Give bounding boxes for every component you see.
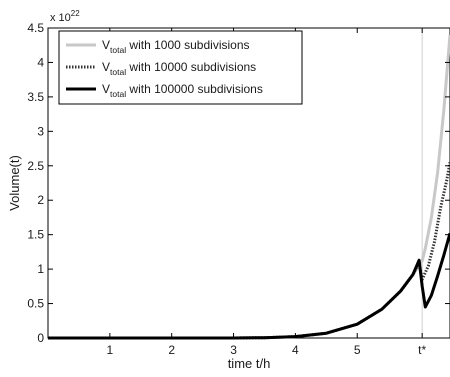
y-tick-label: 0.5 xyxy=(27,297,44,311)
x-tick-label: 3 xyxy=(230,343,237,357)
x-tick-label: 4 xyxy=(292,343,299,357)
series-layer xyxy=(48,34,450,340)
y-tick-label: 0 xyxy=(37,331,44,345)
x-tick-label: t* xyxy=(418,343,426,357)
y-tick-label: 4.5 xyxy=(27,21,44,35)
x-tick-label: 2 xyxy=(168,343,175,357)
y-tick-label: 4 xyxy=(37,55,44,69)
legend-box xyxy=(58,30,303,105)
y-tick-label: 3 xyxy=(37,124,44,138)
y-tick-label: 2 xyxy=(37,193,44,207)
legend-label-2: Vtotal with 10000 subdivisions xyxy=(102,60,256,77)
y-tick-label: 3.5 xyxy=(27,90,44,104)
x-axis-label: time t/h xyxy=(228,356,271,371)
legend-items: Vtotal with 1000 subdivisions Vtotal with… xyxy=(66,38,263,99)
y-axis-label: Volume(t) xyxy=(7,155,22,211)
y-tick-label: 2.5 xyxy=(27,159,44,173)
y-tick-label: 1 xyxy=(37,262,44,276)
y-tick-label: 1.5 xyxy=(27,228,44,242)
x-tick-label: 1 xyxy=(107,343,114,357)
legend-label-3: Vtotal with 100000 subdivisions xyxy=(102,82,263,99)
tick-labels: 1 2 3 4 5 t* 0 0.5 1 1.5 2 2.5 3 3.5 4 4.5 xyxy=(27,21,426,357)
series-line-3 xyxy=(48,232,450,340)
legend-label-1: Vtotal with 1000 subdivisions xyxy=(102,38,250,55)
x-tick-label: 5 xyxy=(354,343,361,357)
legend: Vtotal with 1000 subdivisions Vtotal with… xyxy=(58,30,303,105)
y-exponent-label: x 1022 xyxy=(50,9,80,24)
